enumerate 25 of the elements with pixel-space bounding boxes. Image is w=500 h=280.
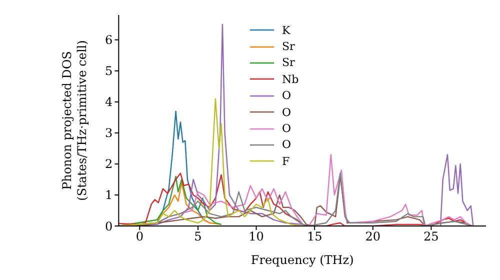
line-series: [118, 98, 304, 226]
legend-label: O: [282, 89, 292, 102]
x-axis-title: Frequency (THz): [250, 253, 354, 267]
y-tick-label: 3: [105, 126, 113, 140]
legend-label: F: [282, 154, 290, 168]
legend-label: O: [282, 138, 292, 152]
y-axis-title: Phonon projected DOS (States/THz·primitive cell): [60, 40, 90, 201]
legend-label: Sr: [282, 56, 295, 70]
legend-label: K: [282, 24, 290, 37]
legend-label: Sr: [282, 40, 295, 54]
y-tick-label: 2: [105, 157, 113, 172]
y-tick-label: 6: [105, 33, 113, 48]
x-tick-label: 0: [136, 230, 144, 244]
x-tick-label: 25: [424, 230, 439, 244]
legend-label: O: [282, 106, 292, 119]
y-tick-label: 0: [105, 219, 113, 234]
y-tick-label: 1: [105, 188, 113, 202]
y-tick-label: 5: [105, 64, 113, 78]
legend-label: O: [282, 122, 292, 136]
x-tick-label: 5: [194, 230, 202, 244]
x-tick-label: 15: [306, 230, 322, 244]
legend-label: Nb: [282, 72, 299, 86]
y-tick-label: 4: [105, 95, 114, 110]
x-tick-label: 20: [365, 230, 381, 244]
x-tick-label: 10: [248, 230, 264, 244]
